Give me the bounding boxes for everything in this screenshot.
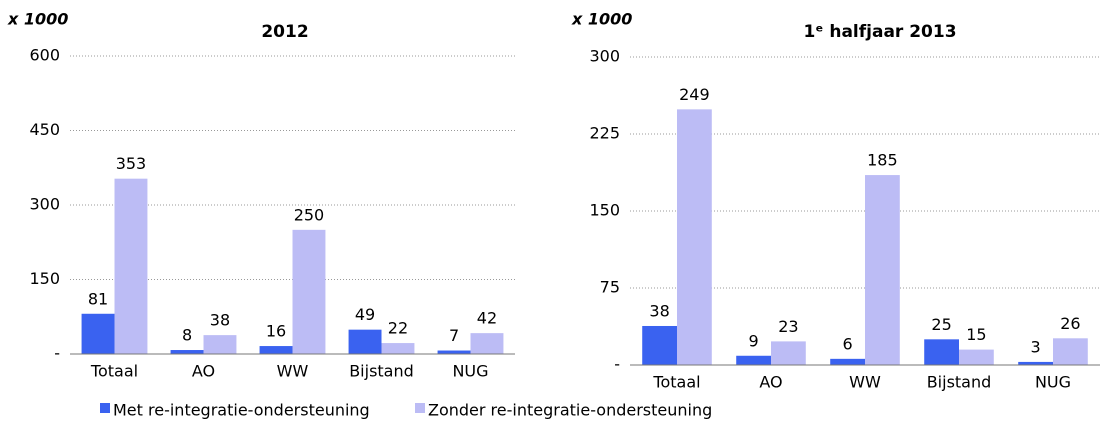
y-tick-label: 300 (589, 47, 620, 66)
bar (677, 109, 712, 365)
x-tick-label: AO (192, 362, 215, 381)
value-label: 49 (355, 305, 375, 324)
bar (437, 350, 471, 354)
bar (924, 339, 959, 365)
value-label: 42 (477, 309, 497, 328)
value-label: 8 (182, 326, 192, 345)
bar (736, 355, 771, 365)
x-tick-label: NUG (452, 362, 488, 381)
x-tick-label: Totaal (652, 373, 700, 392)
bar (114, 178, 148, 354)
value-label: 6 (843, 334, 853, 353)
value-label: 22 (388, 319, 408, 338)
chart-title: 2012 (261, 22, 308, 42)
bar (470, 333, 504, 354)
x-tick-label: Bijstand (349, 362, 414, 381)
y-axis-label: x 1000 (7, 10, 68, 29)
x-tick-label: NUG (1035, 373, 1071, 392)
value-label: 38 (649, 301, 669, 320)
x-tick-label: Bijstand (927, 373, 992, 392)
bar (865, 175, 900, 365)
y-tick-label: 150 (29, 269, 60, 288)
chart-title: 1ᵉ halfjaar 2013 (803, 22, 956, 42)
bar (771, 341, 806, 365)
bar (1053, 338, 1088, 365)
x-tick-label: AO (759, 373, 782, 392)
value-label: 353 (116, 154, 147, 173)
value-label: 81 (88, 289, 108, 308)
x-tick-label: Totaal (90, 362, 138, 381)
bar (381, 343, 415, 354)
legend-swatch (415, 403, 425, 413)
bar (830, 358, 865, 365)
value-label: 26 (1060, 314, 1080, 333)
x-tick-label: WW (849, 373, 881, 392)
bar (259, 346, 293, 354)
legend-label: Zonder re-integratie-ondersteuning (428, 401, 712, 420)
bar (959, 349, 994, 365)
y-tick-label: - (614, 355, 620, 374)
y-tick-label: - (54, 344, 60, 363)
y-tick-label: 600 (29, 46, 60, 65)
y-tick-label: 300 (29, 195, 60, 214)
bar (292, 229, 326, 354)
value-label: 250 (294, 205, 325, 224)
value-label: 7 (449, 326, 459, 345)
value-label: 25 (931, 315, 951, 334)
y-tick-label: 450 (29, 120, 60, 139)
value-label: 15 (966, 325, 986, 344)
value-label: 16 (266, 322, 286, 341)
value-label: 249 (679, 85, 710, 104)
legend-label: Met re-integratie-ondersteuning (113, 401, 370, 420)
x-tick-label: WW (277, 362, 309, 381)
bar (642, 325, 677, 365)
y-tick-label: 225 (589, 124, 620, 143)
bar (81, 313, 115, 354)
y-tick-label: 150 (589, 201, 620, 220)
bar (170, 350, 204, 354)
value-label: 3 (1031, 337, 1041, 356)
bar (1018, 361, 1053, 365)
bar (203, 335, 237, 354)
value-label: 185 (867, 151, 898, 170)
y-tick-label: 75 (600, 278, 620, 297)
bar (348, 329, 382, 354)
y-axis-label: x 1000 (571, 10, 632, 29)
value-label: 38 (210, 311, 230, 330)
value-label: 9 (749, 331, 759, 350)
legend-swatch (100, 403, 110, 413)
value-label: 23 (778, 317, 798, 336)
